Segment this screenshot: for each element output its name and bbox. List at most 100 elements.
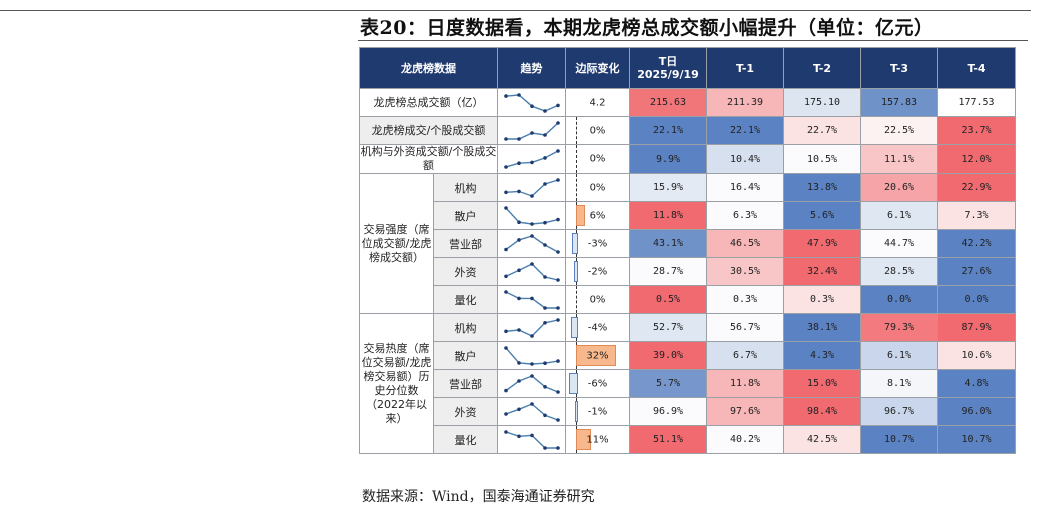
zero-line bbox=[576, 286, 577, 313]
value-cell: 4.8% bbox=[937, 369, 1016, 398]
sparkline-point bbox=[503, 388, 508, 392]
value-cell: 15.0% bbox=[783, 369, 861, 398]
sparkline-point bbox=[542, 320, 547, 325]
table-row: 机构与外资成交额/个股成交额 0% 9.9% 10.4% 10.5% 11.1% 12.0% bbox=[359, 144, 1016, 174]
row-sublabel: 散户 bbox=[433, 201, 498, 230]
delta-bar bbox=[574, 401, 578, 422]
zero-line bbox=[576, 117, 577, 144]
trend-cell bbox=[497, 313, 566, 342]
header-t3: T-3 bbox=[860, 47, 938, 89]
sparkline bbox=[503, 429, 560, 450]
value-cell: 42.2% bbox=[937, 229, 1016, 258]
table-row: 交易热度（席位交易额/龙虎榜交易额）历史分位数（2022年以来） 机构 -4% 52.… bbox=[359, 313, 1016, 454]
value-cell: 157.83 bbox=[860, 88, 938, 117]
delta-cell: 32% bbox=[565, 341, 630, 370]
sparkline-point bbox=[555, 177, 560, 182]
sparkline-point bbox=[529, 373, 534, 378]
value-cell: 56.7% bbox=[706, 313, 784, 342]
value-cell: 6.1% bbox=[860, 341, 938, 370]
row-sublabel: 机构 bbox=[433, 173, 498, 202]
header-row: 龙虎榜数据 趋势 边际变化 T日 2025/9/19 T-1 T-2 T-3 T… bbox=[359, 47, 1016, 89]
value-cell: 22.1% bbox=[629, 116, 707, 145]
sparkline-point bbox=[529, 103, 534, 108]
sparkline-point bbox=[516, 434, 521, 438]
value-cell: 22.7% bbox=[783, 116, 861, 145]
sparkline-point bbox=[516, 296, 521, 300]
table-row: 交易强度（席位成交额/龙虎榜成交额） 机构 0% 15.9% 16.4% 13.8% 20.… bbox=[359, 173, 1016, 314]
trend-cell bbox=[497, 88, 566, 117]
sparkline-point bbox=[555, 317, 560, 322]
header-t1: T-1 bbox=[706, 47, 784, 89]
sparkline-point bbox=[503, 247, 508, 251]
sparkline bbox=[503, 373, 560, 394]
sparkline-point bbox=[516, 378, 521, 383]
delta-cell: -4% bbox=[565, 313, 630, 342]
trend-cell bbox=[497, 397, 566, 426]
value-cell: 175.10 bbox=[783, 88, 861, 117]
sparkline-point bbox=[542, 242, 547, 247]
value-cell: 11.1% bbox=[860, 144, 938, 174]
sparkline bbox=[503, 317, 560, 338]
delta-bar bbox=[568, 373, 578, 394]
delta-cell: 4.2 bbox=[565, 88, 630, 117]
sparkline-point bbox=[503, 411, 508, 416]
value-cell: 4.3% bbox=[783, 341, 861, 370]
value-cell: 7.3% bbox=[937, 201, 1016, 230]
delta-value: -2% bbox=[587, 266, 608, 277]
sparkline-point bbox=[555, 305, 560, 310]
table-row: 营业部 -6% 5.7% 11.8% 15.0% 8.1% 4.8% bbox=[360, 369, 1016, 398]
sparkline-point bbox=[542, 132, 547, 137]
trend-cell bbox=[497, 425, 566, 454]
value-cell: 51.1% bbox=[629, 425, 707, 454]
trend-cell bbox=[497, 201, 566, 230]
row-sublabel: 量化 bbox=[433, 425, 498, 454]
sparkline-point bbox=[555, 358, 560, 363]
header-data: 龙虎榜数据 bbox=[359, 47, 498, 89]
value-cell: 87.9% bbox=[937, 313, 1016, 342]
sparkline-point bbox=[529, 333, 534, 338]
trend-cell bbox=[497, 116, 566, 145]
value-cell: 96.0% bbox=[937, 397, 1016, 426]
value-cell: 20.6% bbox=[860, 173, 938, 202]
value-cell: 9.9% bbox=[629, 144, 707, 174]
value-cell: 98.4% bbox=[783, 397, 861, 426]
trend-cell bbox=[497, 341, 566, 370]
value-cell: 6.1% bbox=[860, 201, 938, 230]
value-cell: 28.7% bbox=[629, 257, 707, 286]
value-cell: 28.5% bbox=[860, 257, 938, 286]
value-cell: 27.6% bbox=[937, 257, 1016, 286]
delta-value: 0% bbox=[589, 294, 606, 305]
delta-value: 4.2 bbox=[589, 97, 606, 108]
row-sublabel: 散户 bbox=[433, 341, 498, 370]
value-cell: 40.2% bbox=[706, 425, 784, 454]
sparkline-point bbox=[529, 233, 534, 238]
sparkline-point bbox=[555, 149, 560, 153]
sparkline-point bbox=[503, 274, 508, 278]
sparkline-point bbox=[529, 193, 534, 198]
sparkline-point bbox=[555, 103, 560, 107]
sparkline-point bbox=[516, 161, 521, 165]
sparkline-point bbox=[529, 296, 534, 300]
sparkline-point bbox=[516, 219, 521, 224]
sparkline-point bbox=[555, 120, 560, 125]
value-cell: 96.7% bbox=[860, 397, 938, 426]
sparkline-point bbox=[516, 268, 521, 272]
value-cell: 5.6% bbox=[783, 201, 861, 230]
table-row: 量化 0% 0.5% 0.3% 0.3% 0.0% 0.0% bbox=[360, 285, 1016, 314]
row-sublabel: 营业部 bbox=[433, 369, 498, 398]
sparkline-point bbox=[516, 92, 521, 97]
delta-value: -1% bbox=[587, 406, 608, 417]
header-t4: T-4 bbox=[937, 47, 1016, 89]
sparkline bbox=[503, 177, 560, 198]
value-cell: 22.9% bbox=[937, 173, 1016, 202]
header-t0-line2: 2025/9/19 bbox=[637, 68, 699, 81]
value-cell: 5.7% bbox=[629, 369, 707, 398]
delta-bar bbox=[576, 429, 592, 450]
row-label: 龙虎榜总成交额（亿） bbox=[359, 88, 498, 117]
row-label: 机构与外资成交额/个股成交额 bbox=[359, 144, 498, 174]
delta-bar bbox=[571, 317, 578, 338]
header-trend: 趋势 bbox=[497, 47, 566, 89]
value-cell: 30.5% bbox=[706, 257, 784, 286]
delta-cell: 0% bbox=[565, 173, 630, 202]
value-cell: 42.5% bbox=[783, 425, 861, 454]
